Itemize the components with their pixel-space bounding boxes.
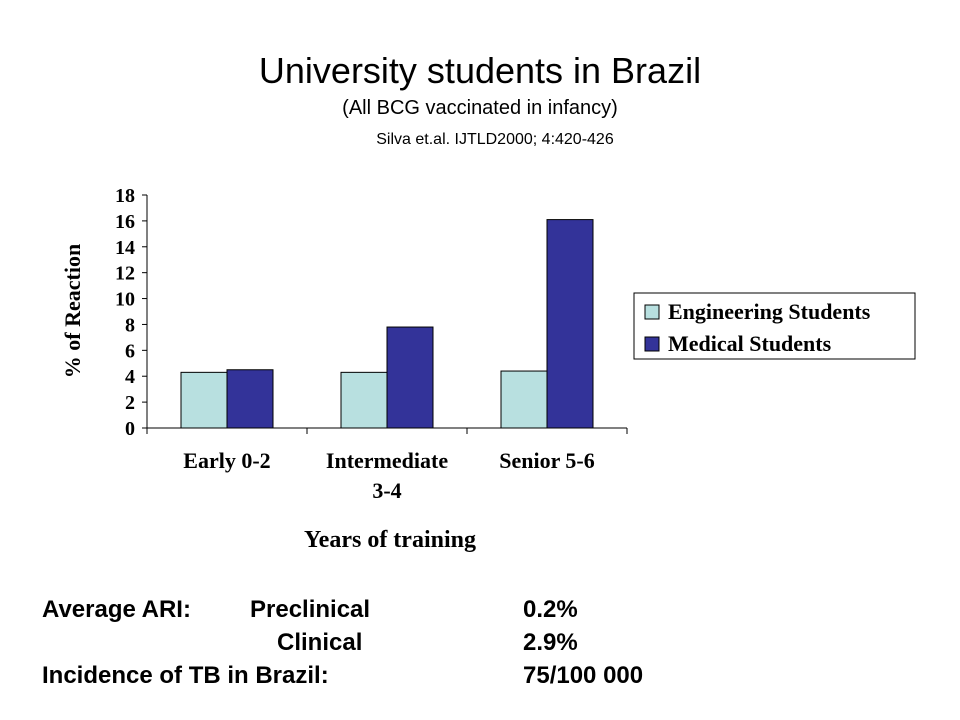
y-tick-label: 8	[125, 314, 135, 336]
legend-swatch	[644, 304, 660, 320]
y-tick-label: 12	[115, 263, 135, 285]
y-tick-label: 16	[115, 211, 135, 233]
legend-label: Medical Students	[668, 331, 832, 356]
x-category-label: Intermediate	[326, 448, 448, 473]
legend-label: Engineering Students	[668, 299, 871, 324]
bar-engineering-students	[180, 371, 228, 429]
y-tick-label: 0	[125, 418, 135, 440]
legend-box	[633, 292, 916, 360]
chart-legend: Engineering Students Medical Students	[633, 292, 916, 360]
chart-bars	[180, 219, 594, 429]
x-category-label: Senior 5-6	[499, 448, 595, 473]
y-tick-label: 6	[125, 340, 135, 362]
stat-ari-label: Average ARI:	[42, 596, 191, 623]
y-tick-label: 14	[115, 237, 135, 259]
stat-incidence-label: Incidence of TB in Brazil:	[42, 662, 329, 689]
stat-clinical-value: 2.9%	[523, 629, 578, 656]
bar-medical-students	[386, 326, 434, 429]
y-tick-label: 2	[125, 392, 135, 414]
bar-engineering-students	[500, 370, 548, 429]
stat-preclinical-value: 0.2%	[523, 596, 578, 623]
legend-swatch	[644, 336, 660, 352]
bar-medical-students	[226, 369, 274, 429]
x-category-label: Early 0-2	[183, 448, 270, 473]
x-category-label: 3-4	[372, 478, 401, 503]
y-axis-title: % of Reaction	[60, 244, 85, 378]
stat-clinical-label: Clinical	[277, 629, 363, 656]
y-tick-label: 10	[115, 289, 135, 311]
chart-labels: Early 0-2 Intermediate 3-4 Senior 5-6 Years …	[60, 244, 595, 553]
bar-engineering-students	[340, 371, 388, 429]
stat-preclinical-label: Preclinical	[250, 596, 371, 623]
slide-subtitle: (All BCG vaccinated in infancy)	[342, 97, 618, 119]
y-tick-label: 18	[115, 185, 135, 207]
slide-title: University students in Brazil	[258, 50, 702, 91]
x-axis-title: Years of training	[304, 527, 476, 553]
bar-medical-students	[546, 219, 594, 429]
citation: Silva et.al. IJTLD2000; 4:420-426	[376, 131, 614, 148]
chart-ticks: 0 2 4 6 8 10 12 14 16 18	[115, 185, 628, 440]
y-tick-label: 4	[125, 366, 135, 388]
stat-incidence-value: 75/100 000	[523, 662, 644, 689]
